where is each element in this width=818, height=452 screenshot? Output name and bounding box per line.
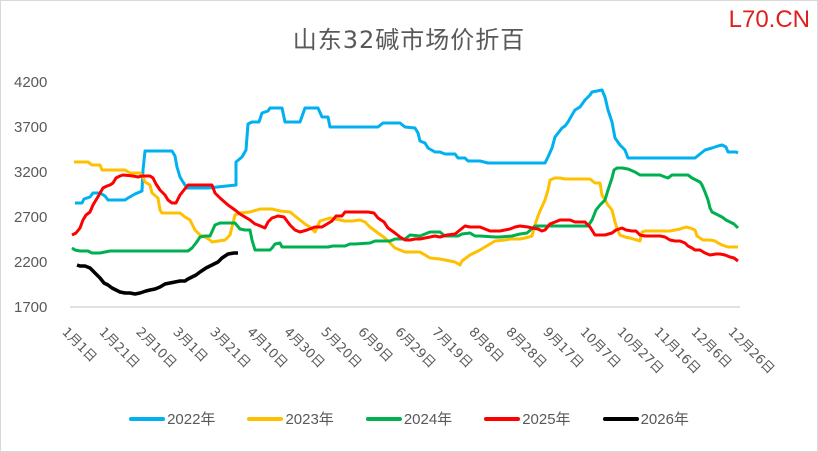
legend-swatch-icon	[247, 416, 284, 421]
series-2025-line	[71, 173, 739, 263]
series-2026-line	[76, 251, 238, 296]
legend-item-2022[interactable]: 2022年	[129, 408, 215, 429]
y-tick-3200: 3200	[14, 164, 48, 181]
y-tick-2200: 2200	[14, 254, 48, 271]
legend-label: 2026年	[640, 411, 689, 428]
legend-label: 2024年	[403, 411, 453, 428]
legend-swatch-icon	[602, 416, 639, 421]
legend-item-2024[interactable]: 2024年	[365, 408, 453, 429]
legend-swatch-icon	[129, 416, 166, 421]
chart-legend: 2022年 2023年 2024年 2025年 2026年	[0, 408, 818, 429]
series-2022-line	[75, 88, 739, 205]
legend-item-2025[interactable]: 2025年	[484, 408, 571, 429]
legend-swatch-icon	[484, 416, 521, 421]
watermark-logo: L70.CN	[728, 6, 810, 33]
legend-label: 2022年	[167, 411, 216, 428]
legend-label: 2025年	[522, 411, 571, 428]
y-tick-4200: 4200	[14, 74, 48, 91]
legend-swatch-icon	[365, 416, 402, 421]
y-tick-3700: 3700	[14, 119, 48, 136]
legend-item-2023[interactable]: 2023年	[247, 408, 334, 429]
y-tick-2700: 2700	[14, 209, 48, 226]
legend-item-2026[interactable]: 2026年	[602, 408, 689, 429]
chart-title: 山东32碱市场价折百	[292, 26, 526, 54]
legend-label: 2023年	[285, 411, 334, 428]
y-tick-1700: 1700	[14, 299, 48, 316]
